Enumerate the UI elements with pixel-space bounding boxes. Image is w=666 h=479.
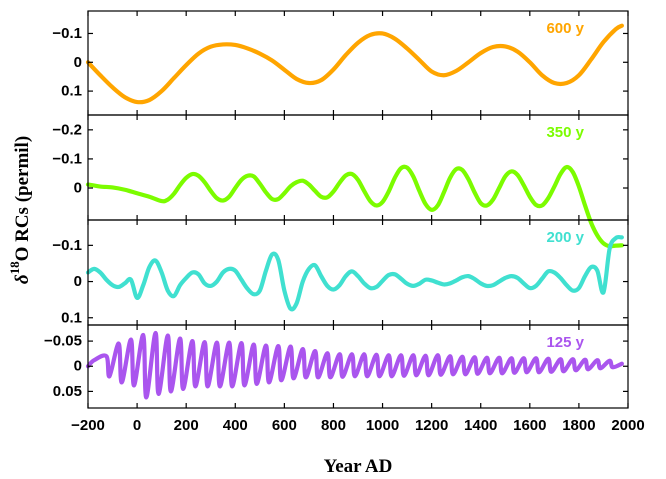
panel-4: −0.05 0 0.05 125 y	[44, 324, 629, 409]
y-axis-title: δ18O RCs (permil)	[7, 136, 33, 284]
y-tick-label: −0.1	[52, 25, 82, 42]
series-line-4	[85, 330, 624, 400]
y-tick-label: 0.05	[53, 383, 82, 400]
x-tick-label: 2000	[611, 417, 644, 434]
x-tick-label: 0	[133, 417, 141, 434]
y-tick-label: −0.1	[52, 237, 82, 254]
y-tick-label: 0.1	[61, 309, 82, 326]
panel-1: −0.1 0 0.1 600 y	[52, 10, 629, 116]
panel-2: −0.2 −0.1 0 350 y	[52, 114, 629, 249]
y-tick-label: 0	[74, 273, 82, 290]
x-tick-label: 1600	[513, 417, 546, 434]
panel-label: 600 y	[546, 20, 584, 37]
chart-panels: −0.1 0 0.1 600 y −0.2 −0.1 0 350 y −0.1 0 0.1 200 y…	[44, 10, 629, 409]
x-axis-title: Year AD	[324, 456, 393, 477]
panel-label: 125 y	[546, 334, 584, 351]
x-tick-label: 200	[174, 417, 199, 434]
y-tick-label: −0.1	[52, 150, 82, 167]
x-tick-label: 1400	[464, 417, 497, 434]
y-axis-title-main: δ	[12, 274, 33, 284]
panel-3: −0.1 0 0.1 200 y	[52, 219, 629, 326]
x-tick-label: 1200	[415, 417, 448, 434]
x-tick-label: −200	[71, 417, 105, 434]
y-axis-title-rest: O RCs (permil)	[12, 136, 33, 262]
y-axis-title-sup: 18	[7, 261, 22, 275]
series-line-2	[85, 164, 624, 249]
x-tick-label: 600	[272, 417, 297, 434]
y-tick-label: 0	[74, 358, 82, 375]
panel-label: 350 y	[546, 124, 584, 141]
y-tick-label: 0	[74, 180, 82, 197]
series-line-1	[85, 23, 624, 105]
x-axis-tick-labels: −200 0 200 400 600 800 1000 1200 1400 1600 1800 200…	[71, 417, 645, 434]
y-tick-label: 0	[74, 54, 82, 71]
x-tick-label: 1000	[366, 417, 399, 434]
x-tick-label: 400	[223, 417, 248, 434]
x-tick-label: 1800	[562, 417, 595, 434]
y-tick-label: −0.05	[44, 333, 82, 350]
y-tick-label: −0.2	[52, 121, 82, 138]
y-tick-label: 0.1	[61, 83, 82, 100]
panel-label: 200 y	[546, 229, 584, 246]
series-line-3	[85, 234, 624, 312]
x-tick-label: 800	[321, 417, 346, 434]
